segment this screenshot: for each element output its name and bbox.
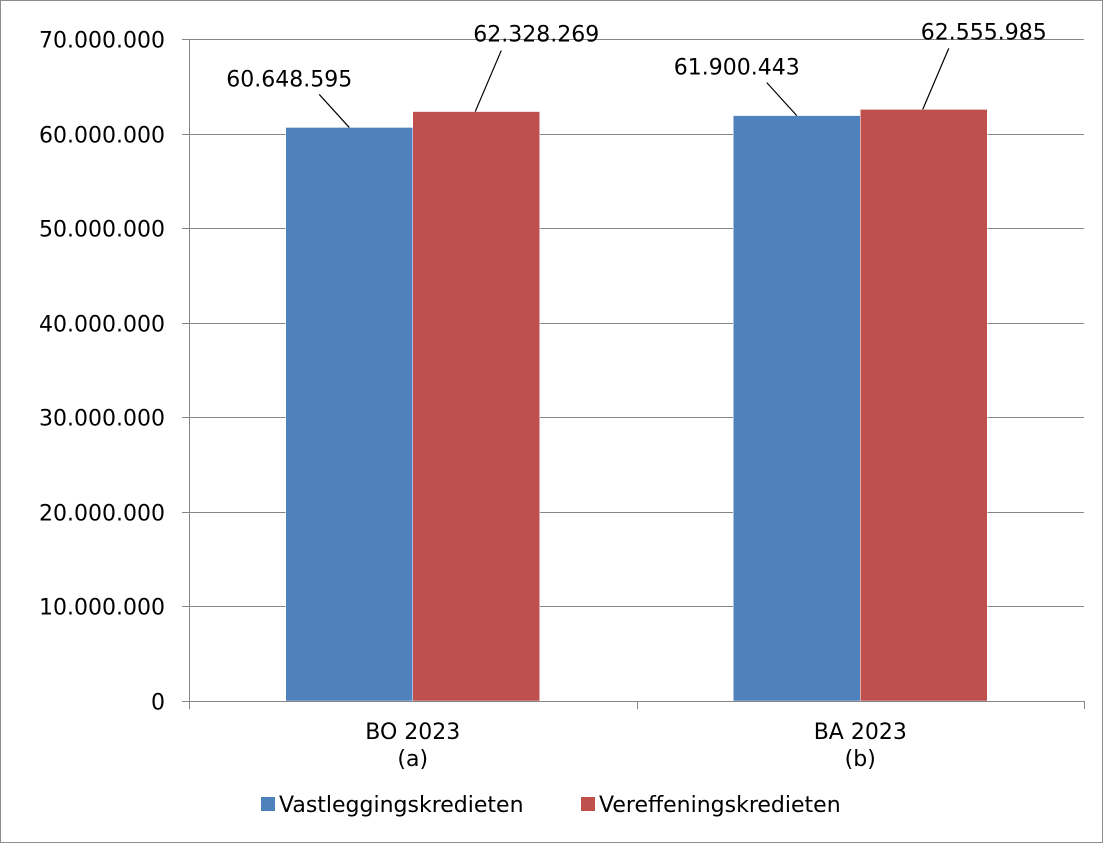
x-category-label: BA 2023 (814, 720, 907, 745)
bar-vereffening (860, 109, 988, 702)
y-axis-tick-labels: 0 10.000.000 20.000.000 30.000.000 40.000.00… (39, 29, 165, 716)
data-label-leader-line (766, 82, 798, 117)
y-tick-label: 60.000.000 (39, 124, 165, 149)
legend-swatch (261, 797, 275, 811)
bar-vastlegging (733, 115, 861, 702)
data-label-leader-line (318, 94, 350, 128)
axes (182, 39, 1085, 709)
bars (285, 109, 988, 702)
bar-vereffening (412, 111, 540, 702)
x-category-label: (a) (397, 747, 428, 772)
x-category-label: (b) (845, 747, 876, 772)
data-labels: 60.648.595 62.328.269 61.900.443 62.555.985 (226, 20, 1047, 128)
data-label-leader-line (474, 50, 502, 112)
x-axis-category-labels: BO 2023(a) BA 2023(b) (365, 720, 907, 772)
y-tick-label: 30.000.000 (39, 407, 165, 432)
y-tick-label: 40.000.000 (39, 313, 165, 338)
data-label-leader-line (922, 48, 950, 110)
y-tick-label: 20.000.000 (39, 502, 165, 527)
legend-swatch (581, 797, 595, 811)
data-label: 62.555.985 (921, 20, 1047, 45)
legend: Vastleggingskredieten Vereffeningskrediet… (261, 793, 841, 818)
y-tick-label: 0 (151, 691, 165, 716)
x-category-label: BO 2023 (365, 720, 460, 745)
y-tick-label: 50.000.000 (39, 218, 165, 243)
legend-label: Vastleggingskredieten (279, 793, 524, 818)
bar-vastlegging (285, 127, 413, 702)
y-tick-label: 10.000.000 (39, 596, 165, 621)
data-label: 61.900.443 (674, 56, 800, 81)
legend-label: Vereffeningskredieten (599, 793, 841, 818)
data-label: 60.648.595 (226, 67, 352, 92)
data-label: 62.328.269 (473, 23, 599, 48)
y-tick-label: 70.000.000 (39, 29, 165, 54)
